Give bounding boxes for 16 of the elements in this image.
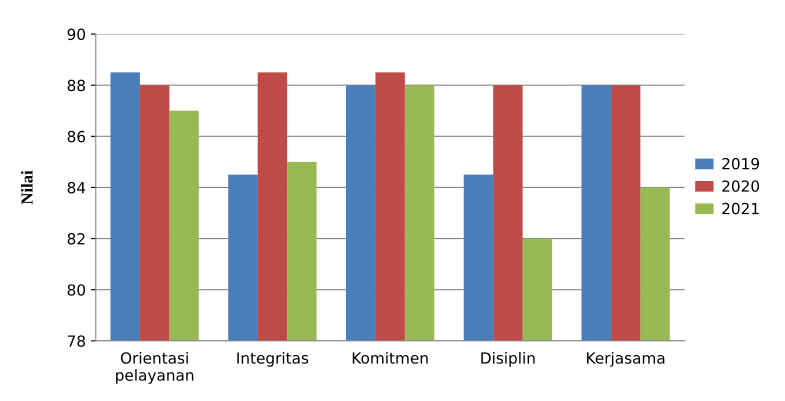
legend-label: 2021 (722, 202, 759, 214)
x-tick-label: Disiplin (481, 352, 535, 367)
y-tick-label: 86 (68, 130, 86, 142)
y-tick-label: 80 (68, 284, 86, 296)
y-tick-label: 90 (68, 28, 86, 40)
y-tick-label: 84 (68, 182, 86, 194)
y-tick-label: 78 (68, 335, 85, 347)
x-tick-label: Orientasi pelayanan (116, 352, 194, 384)
y-axis-title: Nilai (20, 170, 33, 204)
y-tick-label: 82 (68, 233, 85, 245)
x-tick-label: Komitmen (352, 352, 428, 364)
x-tick-label: Integritas (237, 352, 308, 367)
legend-label: 2019 (722, 158, 759, 170)
legend-label: 2020 (722, 180, 760, 192)
x-tick-label: Kerjasama (587, 352, 664, 367)
y-tick-label: 88 (68, 80, 85, 92)
